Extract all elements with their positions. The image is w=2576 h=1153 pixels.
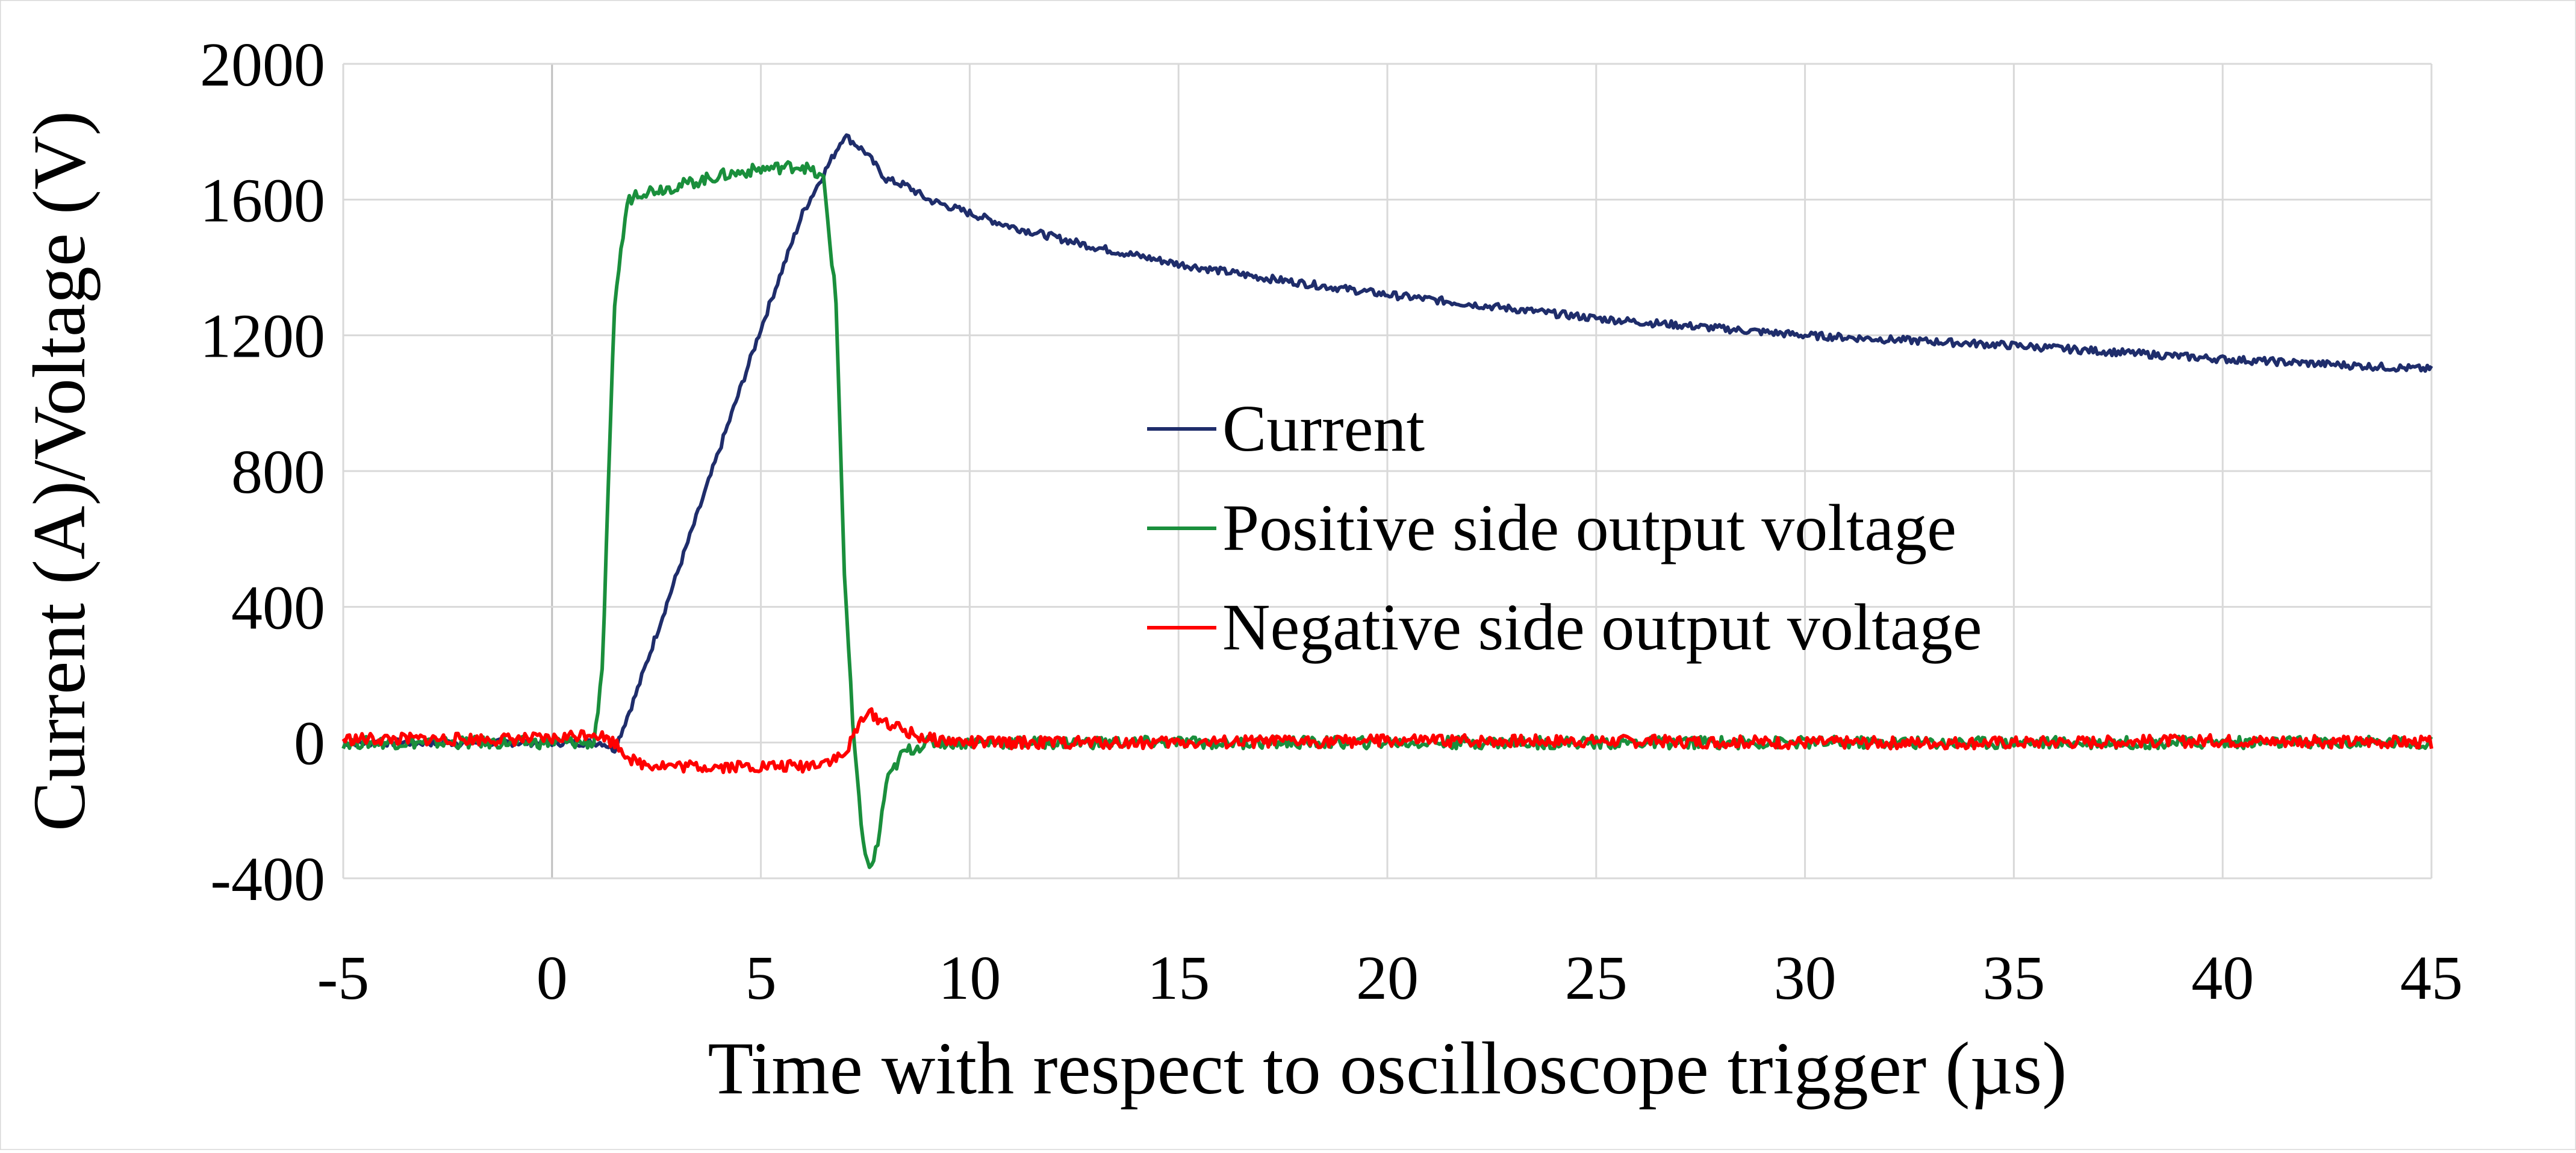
tick-labels: -5 0 5 10 15 20 25 30 35 40 45 -400 0 400 800 1200 1600 2… bbox=[200, 30, 2463, 1013]
series-line bbox=[343, 133, 2433, 754]
legend-label: Current bbox=[1222, 392, 1425, 465]
legend-label: Positive side output voltage bbox=[1222, 491, 1956, 564]
y-tick-label: 0 bbox=[294, 709, 325, 778]
x-tick-label: -5 bbox=[317, 943, 370, 1013]
y-tick-label: 1600 bbox=[200, 166, 325, 235]
y-tick-label: 400 bbox=[231, 573, 325, 642]
x-tick-label: 35 bbox=[1982, 943, 2045, 1013]
y-tick-label: 2000 bbox=[200, 30, 325, 99]
series-lines bbox=[341, 133, 2433, 869]
x-tick-label: 30 bbox=[1774, 943, 1837, 1013]
x-tick-label: 40 bbox=[2191, 943, 2254, 1013]
y-tick-label: 1200 bbox=[200, 302, 325, 371]
x-tick-label: 45 bbox=[2400, 943, 2463, 1013]
y-axis-title: Current (A)/Voltage (V) bbox=[18, 111, 101, 831]
x-axis-title: Time with respect to oscilloscope trigge… bbox=[708, 1027, 2067, 1110]
legend: Current Positive side output voltage Negat… bbox=[1147, 392, 1982, 664]
series-line bbox=[341, 707, 2433, 775]
x-tick-label: 10 bbox=[938, 943, 1001, 1013]
x-tick-label: 5 bbox=[745, 943, 777, 1013]
x-tick-label: 20 bbox=[1356, 943, 1419, 1013]
x-tick-label: 0 bbox=[537, 943, 568, 1013]
y-tick-label: -400 bbox=[210, 845, 325, 914]
legend-label: Negative side output voltage bbox=[1222, 590, 1982, 664]
x-tick-label: 25 bbox=[1565, 943, 1628, 1013]
x-tick-label: 15 bbox=[1147, 943, 1210, 1013]
y-tick-label: 800 bbox=[231, 437, 325, 507]
